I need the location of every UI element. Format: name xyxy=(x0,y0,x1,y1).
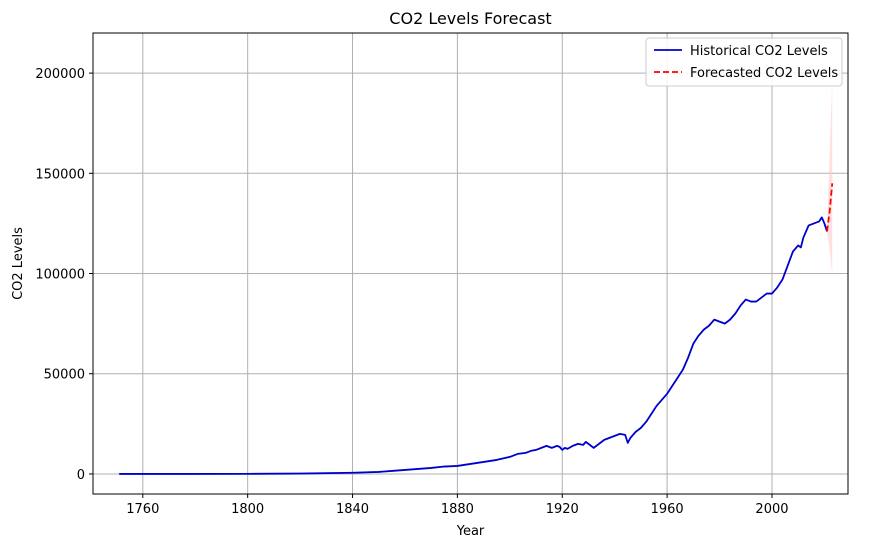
series-lines xyxy=(119,183,834,475)
y-axis-label: CO2 Levels xyxy=(11,227,26,300)
axis-ticks: 1760 1800 1840 1880 1920 1960 2000 0 50000 100000… xyxy=(35,67,788,517)
forecast-band xyxy=(827,79,833,276)
legend-label-forecast: Forecasted CO2 Levels xyxy=(690,66,838,81)
y-tick-label: 200000 xyxy=(35,67,85,82)
x-tick-label: 1760 xyxy=(126,502,159,517)
legend-box xyxy=(645,37,843,87)
x-tick-label: 2000 xyxy=(755,502,788,517)
chart-title: CO2 Levels Forecast xyxy=(389,9,551,28)
y-tick-label: 0 xyxy=(77,468,85,483)
forecast-co2-line xyxy=(826,183,834,232)
x-tick-label: 1800 xyxy=(231,502,264,517)
y-tick-label: 150000 xyxy=(35,167,85,182)
legend-label-historical: Historical CO2 Levels xyxy=(690,44,828,59)
x-axis-label: Year xyxy=(456,524,485,539)
legend: Historical CO2 Levels Forecasted CO2 Lev… xyxy=(645,37,843,87)
x-tick-label: 1960 xyxy=(651,502,684,517)
x-tick-label: 1920 xyxy=(546,502,579,517)
historical-co2-line xyxy=(119,216,828,475)
y-tick-label: 100000 xyxy=(35,268,85,283)
y-tick-label: 50000 xyxy=(44,368,85,383)
x-tick-label: 1840 xyxy=(336,502,369,517)
grid-lines xyxy=(93,33,848,494)
forecast-confidence-band xyxy=(827,79,833,276)
x-tick-label: 1880 xyxy=(441,502,474,517)
plot-frame xyxy=(92,32,849,495)
